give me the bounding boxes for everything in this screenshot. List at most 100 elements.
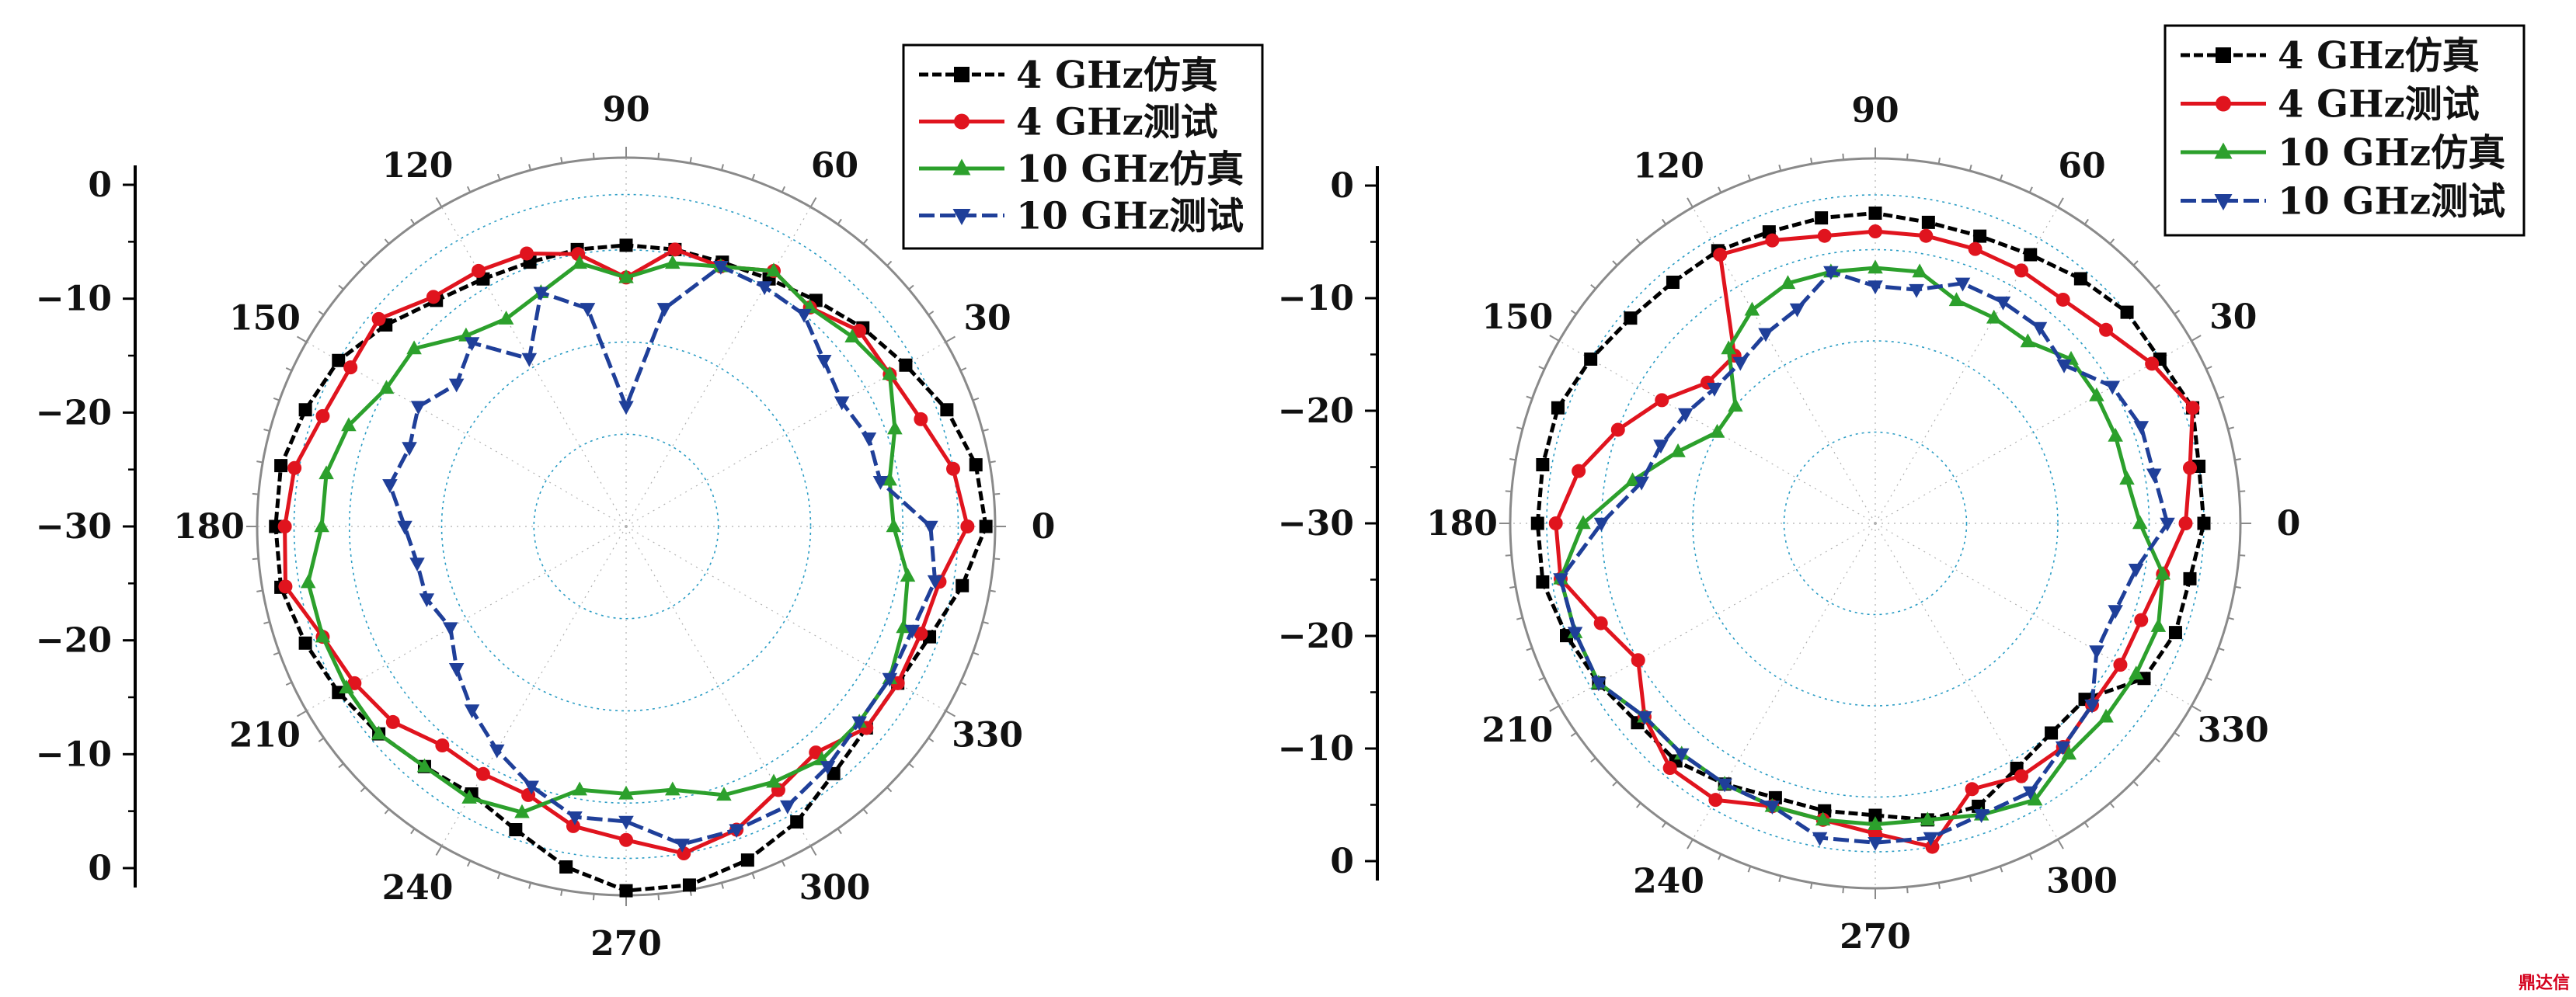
grid-circle: [1692, 340, 2059, 707]
data-point: [1912, 263, 1927, 278]
data-point: [2056, 292, 2070, 307]
series-4 GHz测试: [1548, 224, 2200, 854]
data-point: [834, 396, 850, 411]
data-point: [2120, 305, 2134, 319]
angle-minor-tick: [2205, 676, 2212, 681]
data-point: [665, 255, 681, 269]
angle-tick-label: 240: [1633, 862, 1704, 901]
data-point: [1728, 398, 1743, 412]
data-point: [1973, 809, 1989, 824]
data-point: [2146, 468, 2162, 483]
data-point: [1909, 283, 1924, 298]
data-point: [2133, 421, 2150, 436]
r-axis-tick-label: −20: [1278, 617, 1354, 656]
data-point: [1610, 422, 1625, 437]
data-point: [1553, 573, 1568, 588]
angle-minor-tick: [2132, 260, 2139, 266]
data-point: [827, 766, 841, 780]
angle-minor-tick: [1516, 426, 1523, 430]
data-point: [332, 353, 346, 367]
angle-minor-tick: [273, 651, 280, 656]
data-point: [2113, 658, 2128, 672]
r-axis-tick-label: −10: [1278, 729, 1354, 769]
angle-minor-tick: [989, 460, 996, 464]
data-point: [861, 432, 877, 446]
angle-tick-label: 330: [2198, 710, 2269, 750]
angle-tick-label: 180: [173, 507, 245, 547]
angle-minor-tick: [689, 157, 692, 164]
data-point: [397, 520, 413, 535]
angle-minor-tick: [751, 873, 756, 880]
angle-minor-tick: [263, 429, 270, 432]
angle-minor-tick: [994, 492, 1001, 495]
data-point: [1713, 248, 1728, 262]
data-point: [274, 459, 288, 473]
data-point: [665, 781, 681, 796]
data-point: [464, 337, 480, 352]
legend-marker: [952, 158, 971, 175]
angle-minor-tick: [252, 558, 259, 561]
angle-minor-tick: [285, 681, 292, 686]
series-10 GHz仿真: [1553, 259, 2171, 830]
angle-tick-label: 270: [1840, 917, 1911, 957]
series-line: [1554, 229, 2195, 849]
angle-minor-tick: [1538, 366, 1545, 370]
data-point: [1815, 211, 1829, 225]
angle-minor-tick: [256, 460, 263, 464]
angle-minor-tick: [1590, 283, 1596, 290]
data-point: [2014, 263, 2028, 278]
angle-minor-tick: [1810, 882, 1813, 889]
data-point: [2134, 613, 2149, 627]
angle-minor-tick: [862, 238, 869, 245]
data-point: [887, 420, 903, 435]
angle-minor-tick: [2154, 757, 2160, 763]
legend-marker: [2214, 194, 2233, 210]
data-point: [1717, 778, 1732, 793]
r-axis-tick-label: 0: [88, 165, 112, 205]
angle-minor-tick: [657, 152, 660, 159]
angle-minor-tick: [886, 260, 893, 266]
angle-minor-tick: [496, 873, 501, 880]
angle-minor-tick: [384, 238, 390, 245]
data-point: [872, 476, 889, 490]
angle-minor-tick: [809, 845, 817, 856]
angle-minor-tick: [1687, 839, 1694, 849]
angle-minor-tick: [2227, 426, 2234, 430]
series-10 GHz仿真: [300, 255, 916, 818]
data-point: [1948, 292, 1965, 307]
angle-minor-tick: [2218, 647, 2225, 651]
data-point: [347, 676, 362, 690]
data-point: [1758, 328, 1774, 342]
data-point: [1986, 309, 2002, 324]
data-point: [882, 471, 897, 486]
data-point: [2183, 460, 2198, 475]
grid-circle: [1783, 431, 1968, 616]
data-point: [618, 815, 634, 830]
angle-tick-label: 120: [382, 146, 454, 186]
legend-marker: [954, 67, 969, 82]
polar-chart-1: 0 30 60 90 120 150 180 210 240 270 300 330 0 −10 −20 −3…: [36, 43, 1264, 964]
data-point: [2084, 699, 2100, 714]
data-point: [2089, 645, 2104, 660]
data-point: [559, 860, 573, 874]
angle-minor-tick: [528, 164, 532, 171]
data-point: [682, 878, 696, 892]
angle-minor-tick: [1999, 174, 2003, 181]
angle-minor-tick: [1778, 165, 1782, 172]
data-point: [1572, 464, 1586, 478]
angle-minor-tick: [928, 737, 935, 742]
data-point: [448, 378, 465, 393]
data-point: [940, 403, 954, 417]
legend-marker: [952, 209, 971, 225]
r-axis-tick-label: −20: [36, 393, 112, 432]
angle-tick-label: 30: [2209, 297, 2257, 337]
legend-label: 4 GHz测试: [2278, 83, 2480, 127]
data-point: [464, 704, 480, 719]
angle-minor-tick: [1590, 757, 1596, 763]
angle-minor-tick: [973, 651, 980, 656]
data-point: [619, 832, 633, 847]
data-point: [416, 758, 433, 773]
series-line: [1558, 269, 2170, 845]
angle-tick-label: 60: [811, 146, 858, 186]
